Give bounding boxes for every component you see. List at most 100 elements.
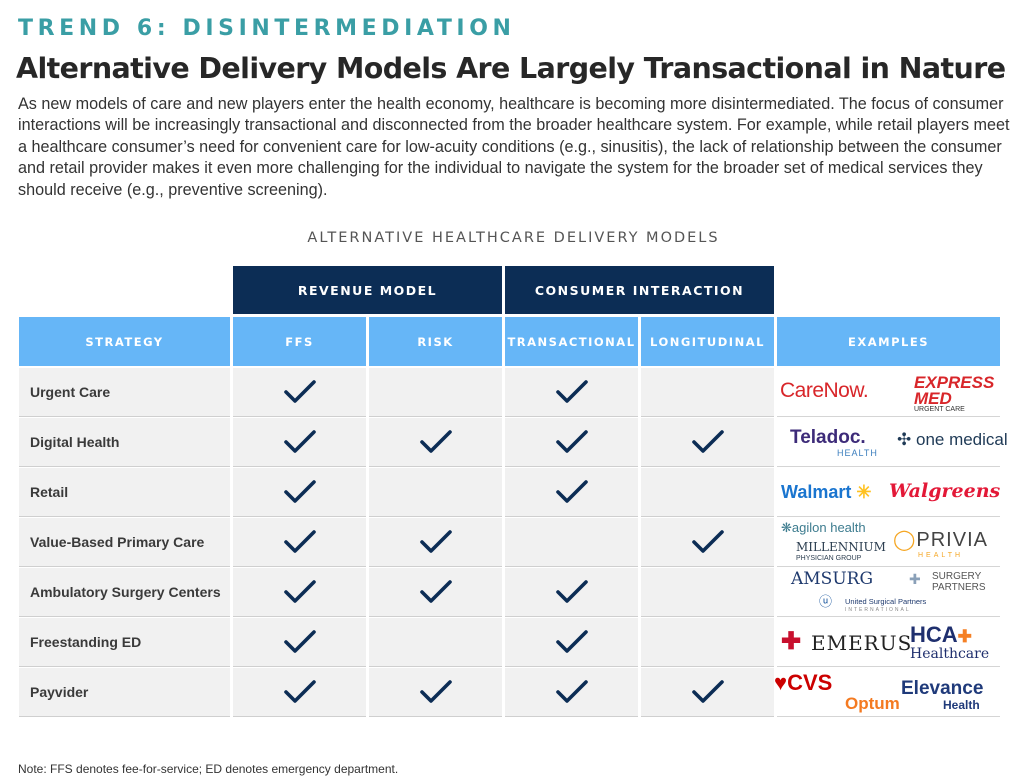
one-medical-icon: ✣ [897,430,912,449]
cvs-heart-icon: ♥ [774,670,788,695]
surgery-partners-icon: ✚ [909,571,921,587]
table-row: Urgent Care [19,368,774,418]
strategy-label: Retail [19,468,230,517]
cell-transactional [505,568,638,617]
checkmark-icon [283,380,316,403]
walgreens-text: Walgreens [889,480,1001,502]
agilon-icon: ❋ [781,520,792,535]
optum-logo: Optum [845,695,900,712]
checkmark-icon [283,630,316,653]
cell-longitudinal [641,668,774,717]
one-medical-text: one medical [915,430,1008,449]
usp-logo: United Surgical Partners [845,598,926,606]
elevance-sub: Health [943,699,980,711]
teladoc-logo: Teladoc. [790,428,866,447]
express-med-logo-line3: URGENT CARE [914,406,965,413]
strategy-label: Digital Health [19,418,230,467]
partners-text: PARTNERS [932,582,986,593]
cell-longitudinal [641,468,774,517]
examples-digital-health: Teladoc. HEALTH ✣ one medical [777,418,1008,467]
cell-transactional [505,518,638,567]
strategy-label: Payvider [19,668,230,717]
column-header-strategy: STRATEGY [19,317,230,366]
checkmark-icon [691,530,724,553]
surgery-partners-logo-line2: PARTNERS [932,583,986,593]
column-header-transactional: TRANSACTIONAL [505,317,638,366]
usp-sub: INTERNATIONAL [845,608,911,613]
cell-risk [369,568,502,617]
group-header-revenue-model: REVENUE MODEL [233,266,502,314]
hca-cross-icon: ✚ [957,627,972,646]
cell-ffs [233,468,366,517]
privia-health-text: HEALTH [918,552,964,559]
cell-transactional [505,618,638,667]
usp-text: United Surgical Partners [845,597,927,606]
table-row: Value-Based Primary Care [19,518,774,568]
checkmark-icon [283,480,316,503]
elevance-text: Elevance [901,678,984,699]
cell-longitudinal [641,368,774,417]
cell-risk [369,368,502,417]
group-header-consumer-interaction: CONSUMER INTERACTION [505,266,774,314]
carenow-text: CareNow. [780,379,869,402]
strategy-label: Value-Based Primary Care [19,518,230,567]
cell-risk [369,418,502,467]
cell-longitudinal [641,518,774,567]
examples-ambulatory-surgery-centers: AMSURG ✚ SURGERY PARTNERS ⓤ United Surgi… [777,568,1000,617]
urgent-care-text: URGENT CARE [914,406,965,413]
checkmark-icon [419,530,452,553]
strategy-label: Urgent Care [19,368,230,417]
amsurg-logo: AMSURG [791,571,873,588]
examples-urgent-care: CareNow. EXPRESS MED URGENT CARE [777,368,1000,417]
checkmark-icon [555,380,588,403]
millennium-sub: PHYSICIAN GROUP [796,555,861,562]
footnote: Note: FFS denotes fee-for-service; ED de… [18,762,399,776]
checkmark-icon [283,580,316,603]
checkmark-icon [555,580,588,603]
checkmark-icon [283,680,316,703]
elevance-logo: Elevance [901,679,983,698]
cell-ffs [233,368,366,417]
express-med-logo: EXPRESS [914,374,994,391]
express-text: EXPRESS [914,373,995,392]
elevance-health-text: Health [943,698,980,712]
usp-icon: ⓤ [819,594,833,609]
cell-risk [369,468,502,517]
walmart-spark-icon: ✳ [856,482,872,502]
table-row: Payvider [19,668,774,718]
agilon-logo: ❋agilon health [781,521,866,534]
express-med-logo-line2: MED [914,390,952,407]
privia-logo: ◯PRIVIA [893,530,988,550]
intro-paragraph: As new models of care and new players en… [18,95,1010,199]
hca-text: HCA [910,622,958,647]
table-row: Freestanding ED [19,618,774,668]
checkmark-icon [283,430,316,453]
checkmark-icon [555,630,588,653]
table-row: Digital Health [19,418,774,468]
section-kicker: TREND 6: DISINTERMEDIATION [18,16,516,41]
cell-risk [369,518,502,567]
cell-ffs [233,618,366,667]
checkmark-icon [419,430,452,453]
surgery-text: SURGERY [932,571,982,582]
table-row: Ambulatory Surgery Centers [19,568,774,618]
emerus-cross-icon: ✚ [781,628,802,655]
carenow-logo: CareNow. [780,379,869,402]
examples-value-based-primary-care: ❋agilon health MILLENNIUM PHYSICIAN GROU… [777,518,1000,567]
teladoc-text: Teladoc. [790,427,866,448]
cell-ffs [233,418,366,467]
privia-ring-icon: ◯ [893,529,917,551]
hca-logo: HCA✚ [910,624,972,646]
millennium-sub-text: PHYSICIAN GROUP [796,555,862,562]
teladoc-sub: HEALTH [837,449,878,458]
walgreens-logo: Walgreens [889,482,1000,501]
cell-longitudinal [641,618,774,667]
millennium-text: MILLENNIUM [796,540,886,554]
amsurg-text: AMSURG [791,569,874,589]
millennium-logo: MILLENNIUM [796,541,886,553]
table-caption: ALTERNATIVE HEALTHCARE DELIVERY MODELS [307,230,720,246]
cvs-logo: ♥CVS [774,672,832,694]
cell-transactional [505,668,638,717]
cell-risk [369,668,502,717]
one-medical-logo: ✣ one medical [897,431,1008,448]
